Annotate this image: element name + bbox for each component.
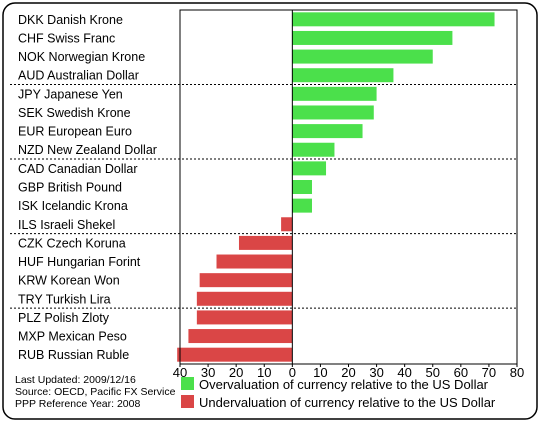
bar [292, 142, 335, 157]
bar [292, 12, 495, 27]
legend-swatch-undervaluation [181, 395, 194, 408]
tick-label: 20 [229, 365, 243, 380]
bar [216, 254, 293, 269]
bar [292, 161, 327, 176]
category-label: NZD New Zealand Dollar [18, 143, 157, 157]
category-label: AUD Australian Dollar [18, 69, 139, 83]
footnote-source: Source: OECD, Pacific FX Service [15, 386, 176, 398]
category-label: JPY Japanese Yen [18, 87, 123, 101]
category-label: EUR European Euro [18, 125, 132, 139]
category-label: CHF Swiss Franc [18, 31, 115, 45]
category-label: GBP British Pound [18, 181, 122, 195]
tick-label: 20 [341, 365, 355, 380]
footnote-updated: Last Updated: 2009/12/16 [15, 374, 136, 386]
legend-label-overvaluation: Overvaluation of currency relative to th… [199, 377, 489, 392]
bar [292, 198, 312, 213]
bar [196, 291, 293, 306]
category-label: CAD Canadian Dollar [18, 162, 138, 176]
tick-label: 40 [173, 365, 187, 380]
tick-label: 70 [482, 365, 496, 380]
tick-label: 50 [426, 365, 440, 380]
footnote-reference-year: PPP Reference Year: 2008 [15, 398, 140, 410]
bar [188, 329, 293, 344]
bar [292, 124, 363, 139]
category-label: RUB Russian Ruble [18, 348, 129, 362]
tick-label: 10 [257, 365, 271, 380]
tick-label: 80 [510, 365, 524, 380]
tick-label: 60 [454, 365, 468, 380]
category-label: NOK Norwegian Krone [18, 50, 145, 64]
tick-label: 0 [289, 365, 296, 380]
footnote: Last Updated: 2009/12/16 Source: OECD, P… [15, 374, 176, 410]
category-label: SEK Swedish Krone [18, 106, 131, 120]
tick-label: 40 [397, 365, 411, 380]
category-label: DKK Danish Krone [18, 13, 123, 27]
category-label: TRY Turkish Lira [18, 292, 111, 306]
bar [199, 273, 293, 288]
legend-swatch-overvaluation [181, 377, 194, 390]
bar [177, 347, 293, 362]
tick-label: 10 [313, 365, 327, 380]
category-label: ISK Icelandic Krona [18, 199, 128, 213]
bar [292, 180, 312, 194]
category-label: HUF Hungarian Forint [18, 255, 141, 269]
category-label: KRW Korean Won [18, 274, 120, 288]
tick-label: 30 [369, 365, 383, 380]
bar [238, 235, 293, 250]
bar [281, 217, 293, 232]
category-label: PLZ Polish Zloty [18, 311, 110, 325]
bar [292, 86, 377, 101]
legend: Overvaluation of currency relative to th… [181, 377, 496, 410]
bar [292, 49, 433, 64]
category-labels: DKK Danish Krone CHF Swiss Franc NOK Norwe… [18, 13, 157, 362]
bar [292, 30, 453, 45]
bar [292, 105, 374, 120]
plot-area [10, 9, 518, 365]
tick-label: 30 [201, 365, 215, 380]
x-axis-ticks: 40 30 20 10 0 10 20 30 40 50 60 70 80 [173, 364, 524, 380]
category-label: CZK Czech Koruna [18, 236, 126, 250]
category-label: MXP Mexican Peso [18, 330, 127, 344]
legend-label-undervaluation: Undervaluation of currency relative to t… [199, 395, 496, 410]
bar [292, 68, 394, 83]
bar [196, 310, 293, 325]
category-label: ILS Israeli Shekel [18, 218, 115, 232]
